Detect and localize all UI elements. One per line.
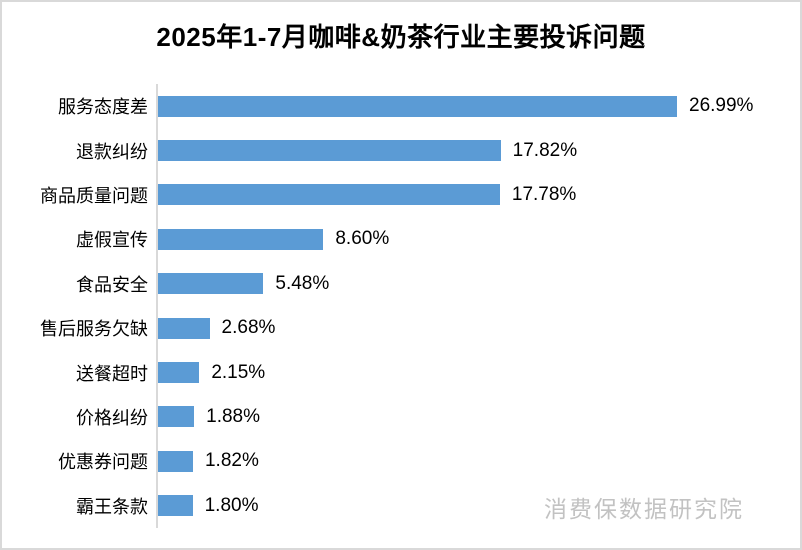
- bar: [158, 406, 195, 428]
- category-label: 服务态度差: [58, 97, 148, 118]
- bar: [158, 317, 210, 339]
- bar-area: 2.15%: [156, 350, 800, 395]
- chart-title: 2025年1-7月咖啡&奶茶行业主要投诉问题: [156, 22, 646, 52]
- bar-area: 1.88%: [156, 394, 800, 440]
- bar-area: 17.78%: [156, 172, 800, 218]
- value-label: 17.78%: [511, 183, 577, 205]
- value-label: 5.48%: [275, 272, 330, 294]
- bar-area: 1.82%: [156, 439, 800, 484]
- category-label: 食品安全: [76, 274, 148, 295]
- value-label: 1.82%: [204, 450, 259, 472]
- chart-row: 价格纠纷 1.88%: [2, 394, 800, 440]
- category-label: 退款纠纷: [76, 141, 148, 162]
- bar-area: 26.99%: [156, 84, 800, 129]
- chart-row: 服务态度差 26.99%: [2, 84, 800, 129]
- bar: [158, 95, 677, 117]
- category-label: 商品质量问题: [40, 185, 148, 206]
- bar: [158, 362, 200, 384]
- bar: [158, 228, 324, 250]
- bar: [158, 495, 193, 517]
- watermark: 消费保数据研究院: [544, 496, 744, 522]
- bar-area: 1.80%: [156, 483, 800, 528]
- chart-row: 优惠券问题 1.82%: [2, 439, 800, 484]
- value-label: 26.99%: [689, 95, 754, 117]
- category-label: 霸王条款: [76, 496, 148, 517]
- bar-area: 8.60%: [156, 217, 800, 262]
- category-label: 送餐超时: [76, 363, 148, 384]
- chart-row: 虚假宣传 8.60%: [2, 217, 800, 262]
- value-label: 8.60%: [335, 228, 390, 250]
- value-label: 17.82%: [512, 139, 578, 161]
- chart-row: 退款纠纷 17.82%: [2, 128, 800, 173]
- category-label: 价格纠纷: [76, 407, 148, 428]
- bar: [158, 450, 193, 472]
- chart-row: 霸王条款 1.80%: [2, 483, 800, 528]
- category-label: 售后服务欠缺: [40, 319, 148, 340]
- bar-area: 2.68%: [156, 305, 800, 351]
- value-label: 1.80%: [204, 494, 259, 516]
- chart-row: 售后服务欠缺 2.68%: [2, 305, 800, 351]
- bar: [158, 140, 501, 162]
- chart-row: 送餐超时 2.15%: [2, 350, 800, 395]
- bar-chart: 服务态度差 26.99% 退款纠纷 17.82% 商品质量问题 17.78% 虚…: [2, 84, 800, 528]
- category-label: 虚假宣传: [76, 230, 148, 251]
- chart-row: 食品安全 5.48%: [2, 261, 800, 306]
- bar: [158, 184, 500, 206]
- category-label: 优惠券问题: [58, 452, 148, 473]
- value-label: 1.88%: [206, 405, 261, 427]
- value-label: 2.15%: [211, 361, 266, 383]
- value-label: 2.68%: [221, 317, 276, 339]
- chart-row: 商品质量问题 17.78%: [2, 172, 800, 218]
- bar-area: 17.82%: [156, 128, 800, 173]
- bar: [158, 273, 264, 295]
- bar-area: 5.48%: [156, 261, 800, 306]
